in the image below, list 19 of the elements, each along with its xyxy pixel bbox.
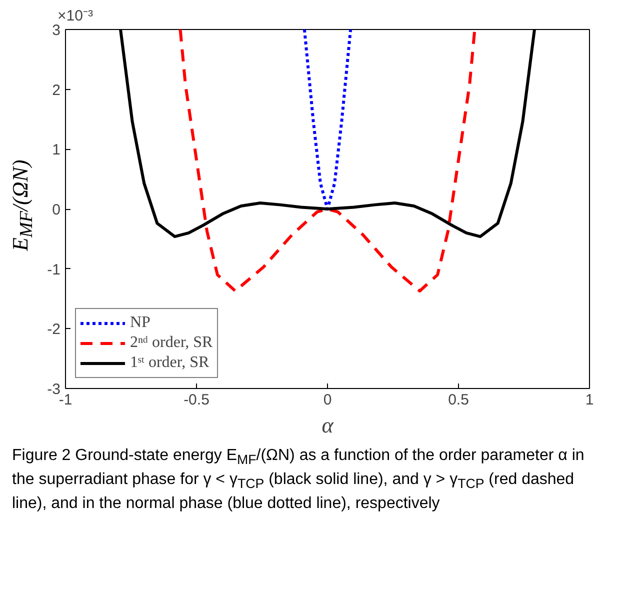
y-tick-label: 1	[52, 142, 60, 159]
x-tick-label: 0.5	[448, 392, 469, 408]
y-tick-label: 3	[52, 22, 60, 39]
text: Figure 2 Ground-state energy E$_{MF}$/(ΩN) as a function of the order parameter α in the superradiant phase for γ < γ$_{TCP}$ (black solid line), and γ > γ$_{TCP}$ (red dashed line), and in the normal phase (blue dotted line), respectively	[12, 447, 584, 512]
y-tick-label: -2	[47, 321, 61, 338]
line-series	[302, 30, 352, 210]
legend-label: 2ⁿᵈ order, SR	[130, 334, 213, 352]
y-tick-label: 0	[52, 202, 60, 218]
line-series	[178, 30, 476, 292]
x-tick-label: -0.5	[184, 392, 210, 408]
y-tick-label: -3	[47, 381, 61, 398]
x-axis-title: α	[322, 412, 334, 438]
y-tick-label: 2	[52, 82, 60, 99]
y-tick-label: -1	[47, 261, 61, 278]
text: ×10⁻³	[58, 8, 93, 24]
legend-label: NP	[130, 314, 150, 332]
x-tick-label: 0	[323, 392, 332, 408]
legend-label: 1ˢᵗ order, SR	[130, 354, 210, 372]
x-tick-label: 1	[585, 392, 594, 408]
